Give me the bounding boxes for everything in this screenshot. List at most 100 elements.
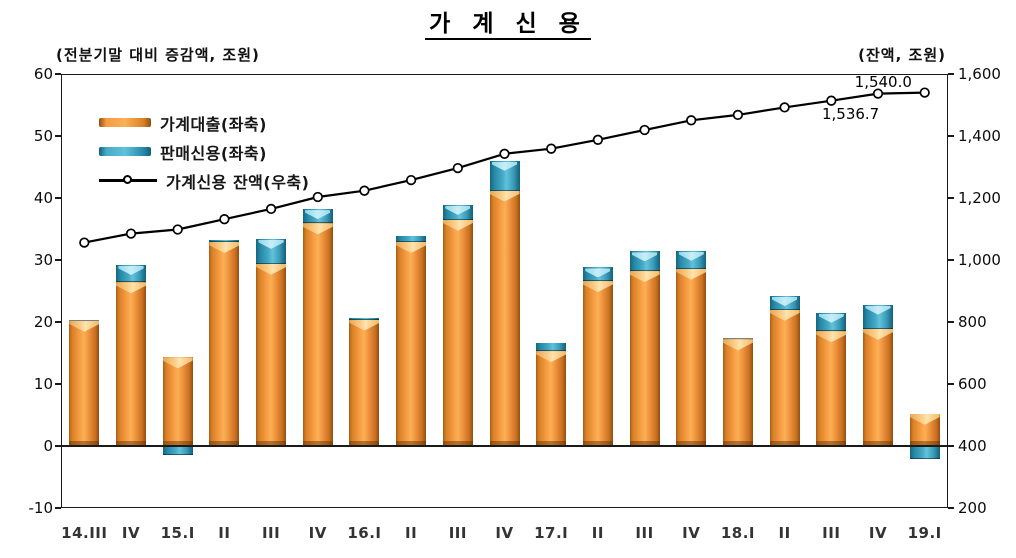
right-tick-400: 400 <box>958 437 987 455</box>
balance-point-III <box>265 203 277 215</box>
balance-point-15.I <box>172 224 183 235</box>
x-label-II: II <box>591 524 604 542</box>
sale-credit-bar-III <box>629 251 660 272</box>
left-tick-10: 10 <box>33 375 53 393</box>
sale-credit-bar-15.I <box>162 447 193 456</box>
loans-bar-15.I <box>162 357 193 446</box>
balance-point-IV <box>872 88 884 99</box>
balance-point-II <box>592 134 604 145</box>
sale-credit-bar-II <box>769 295 800 310</box>
legend-sale-credit-label: 판매신용(좌축) <box>160 143 267 163</box>
loans-bar-19.I <box>909 413 940 446</box>
right-tick-800: 800 <box>958 313 987 331</box>
balance-point-18.I <box>732 109 744 121</box>
balance-point-16.I <box>359 185 370 196</box>
legend: 가계대출(좌축) 판매신용(좌축) 가계신용 잔액(우축) <box>99 108 309 195</box>
loans-bar-IV <box>116 282 147 446</box>
left-tickmark <box>55 383 61 385</box>
right-tickmark <box>948 321 954 323</box>
left-tickmark <box>55 507 61 509</box>
sale-credit-bar-IV <box>489 160 520 191</box>
x-label-III: III <box>448 524 467 542</box>
left-tick--10: -10 <box>28 499 54 517</box>
loans-bar-14.III <box>69 320 100 446</box>
balance-point-III <box>452 162 463 174</box>
left-tick-50: 50 <box>33 127 53 145</box>
x-label-II: II <box>405 524 418 542</box>
x-label-IV: IV <box>308 524 327 542</box>
left-tick-20: 20 <box>33 313 53 331</box>
loans-bar-16.I <box>349 319 380 446</box>
left-tick-0: 0 <box>43 437 53 455</box>
sale-credit-bar-IV <box>676 250 707 269</box>
sale-credit-bar-II <box>582 267 613 282</box>
legend-item-sale-credit: 판매신용(좌축) <box>99 137 309 166</box>
x-label-16.I: 16.I <box>347 524 382 542</box>
loans-bar-III <box>816 331 847 446</box>
right-tickmark <box>948 197 954 199</box>
sale-credit-bar-III <box>816 312 847 332</box>
left-tick-30: 30 <box>33 251 53 269</box>
right-tickmark <box>948 383 954 385</box>
legend-loans-label: 가계대출(좌축) <box>160 114 267 134</box>
loans-bar-II <box>769 309 800 446</box>
sale-credit-bar-II <box>209 240 240 243</box>
right-tickmark <box>948 135 954 137</box>
sale-credit-bar-18.I <box>722 338 753 340</box>
loans-bar-III <box>442 219 473 446</box>
left-tickmark <box>55 73 61 75</box>
right-tick-200: 200 <box>958 499 987 517</box>
loans-bar-17.I <box>536 351 567 446</box>
annotation-latest-balance: 1,540.0 <box>854 72 912 91</box>
left-axis-title: (전분기말 대비 증감액, 조원) <box>56 46 260 64</box>
balance-point-IV <box>312 191 323 203</box>
balance-point-II <box>405 174 417 186</box>
x-label-II: II <box>778 524 791 542</box>
sale-credit-bar-III <box>256 238 287 264</box>
legend-item-loans: 가계대출(좌축) <box>99 108 309 137</box>
annotation-previous-balance: 1,536.7 <box>821 104 880 123</box>
x-label-15.I: 15.I <box>160 524 195 542</box>
legend-balance-label: 가계신용 잔액(우축) <box>166 172 310 192</box>
plot-area: 가계대출(좌축) 판매신용(좌축) 가계신용 잔액(우축) 1,540.0 1,… <box>61 72 948 508</box>
loans-bar-III <box>256 263 287 446</box>
sale-credit-bar-IV <box>862 304 893 329</box>
x-label-IV: IV <box>495 524 514 542</box>
balance-point-IV <box>499 148 510 159</box>
legend-item-balance: 가계신용 잔액(우축) <box>99 166 309 195</box>
x-label-18.I: 18.I <box>720 524 755 542</box>
x-label-IV: IV <box>121 524 141 542</box>
balance-point-IV <box>686 115 697 126</box>
chart-title: 가 계 신 용 <box>0 4 1016 40</box>
x-label-III: III <box>822 524 841 542</box>
right-tick-1,000: 1,000 <box>958 251 1001 269</box>
x-label-II: II <box>218 524 231 542</box>
balance-point-III <box>826 95 837 106</box>
left-tick-60: 60 <box>33 65 53 83</box>
right-tick-1,200: 1,200 <box>958 189 1001 207</box>
loans-bar-IV <box>489 190 520 446</box>
left-tickmark <box>55 321 61 323</box>
sale-credit-bar-III <box>442 204 473 220</box>
loans-bar-IV <box>862 328 893 446</box>
balance-point-19.I <box>919 87 930 98</box>
sale-credit-bar-19.I <box>909 447 940 459</box>
right-tickmark <box>948 507 954 509</box>
x-label-14.III: 14.III <box>61 524 108 542</box>
left-tickmark <box>55 259 61 261</box>
zero-gridline <box>61 445 948 447</box>
sale-credit-bar-II <box>396 235 427 242</box>
loans-bar-II <box>209 242 240 446</box>
left-tick-40: 40 <box>33 189 53 207</box>
right-tick-1,600: 1,600 <box>958 65 1001 83</box>
loans-swatch-icon <box>99 118 151 127</box>
x-label-III: III <box>261 524 281 542</box>
loans-bar-II <box>396 242 427 446</box>
right-axis-title: (잔액, 조원) <box>858 46 946 64</box>
balance-point-III <box>639 124 650 136</box>
loans-bar-II <box>582 281 613 446</box>
balance-line-layer <box>79 87 930 248</box>
left-tickmark <box>55 445 61 447</box>
left-tickmark <box>55 135 61 137</box>
